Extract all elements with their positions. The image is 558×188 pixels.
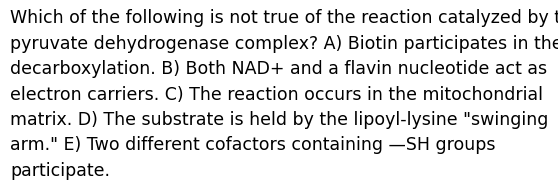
Text: Which of the following is not true of the reaction catalyzed by the: Which of the following is not true of th… bbox=[10, 9, 558, 27]
Text: electron carriers. C) The reaction occurs in the mitochondrial: electron carriers. C) The reaction occur… bbox=[10, 86, 543, 104]
Text: participate.: participate. bbox=[10, 162, 110, 180]
Text: matrix. D) The substrate is held by the lipoyl-lysine "swinging: matrix. D) The substrate is held by the … bbox=[10, 111, 549, 129]
Text: decarboxylation. B) Both NAD+ and a flavin nucleotide act as: decarboxylation. B) Both NAD+ and a flav… bbox=[10, 60, 547, 78]
Text: pyruvate dehydrogenase complex? A) Biotin participates in the: pyruvate dehydrogenase complex? A) Bioti… bbox=[10, 35, 558, 53]
Text: arm." E) Two different cofactors containing —SH groups: arm." E) Two different cofactors contain… bbox=[10, 136, 496, 154]
